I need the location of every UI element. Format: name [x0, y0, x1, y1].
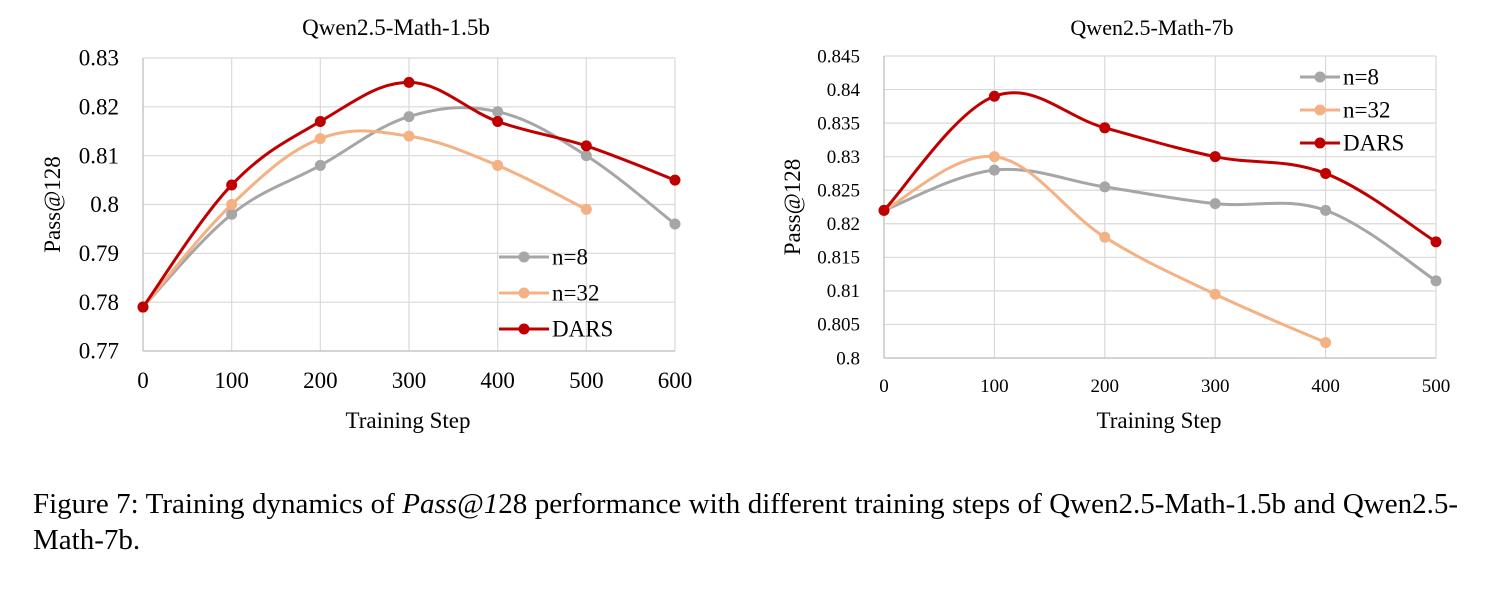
y-tick-label: 0.78 [79, 290, 119, 315]
data-point [492, 115, 504, 127]
legend-label: n=32 [552, 281, 599, 306]
y-tick-label: 0.845 [817, 46, 860, 67]
legend-swatch-marker [518, 251, 530, 263]
legend-label: n=8 [552, 245, 588, 270]
y-tick-label: 0.815 [817, 248, 860, 269]
legend-swatch-marker [518, 323, 530, 335]
x-tick-label: 100 [214, 368, 249, 393]
legend-swatch-marker [1314, 71, 1326, 83]
x-tick-label: 400 [1311, 376, 1340, 397]
y-tick-label: 0.83 [79, 46, 119, 71]
data-point [226, 199, 238, 210]
y-tick-label: 0.77 [79, 339, 119, 364]
legend-label: DARS [1343, 131, 1404, 156]
x-axis-label: Training Step [345, 408, 470, 433]
x-tick-label: 100 [980, 376, 1009, 397]
data-point [314, 115, 326, 127]
data-point [403, 111, 415, 123]
x-tick-label: 0 [879, 376, 889, 397]
chart-1: 0 100 200 300 400 500 600 0.77 0.78 0.79 0.8 0.81 0.… [40, 15, 692, 433]
data-point [403, 130, 415, 142]
y-tick-label: 0.82 [79, 94, 119, 119]
data-point [580, 203, 592, 215]
series-n=8 [878, 164, 1442, 287]
y-tick-label: 0.84 [827, 80, 861, 101]
data-point [314, 159, 326, 171]
y-axis-label: Pass@128 [780, 159, 805, 256]
data-point [580, 150, 592, 162]
series-DARS [878, 90, 1442, 248]
y-tick-label: 0.81 [827, 281, 860, 302]
data-point [1320, 337, 1332, 349]
data-point [988, 90, 1000, 102]
data-point [226, 208, 238, 220]
figure-caption: Figure 7: Training dynamics of Pass@128 … [33, 486, 1458, 558]
x-tick-label: 400 [480, 368, 515, 393]
data-point [878, 204, 890, 216]
y-tick-label: 0.8 [90, 192, 119, 217]
x-tick-label: 300 [1201, 376, 1230, 397]
y-tick-label: 0.83 [827, 147, 860, 168]
legend-label: n=32 [1343, 98, 1390, 123]
data-point [1209, 288, 1221, 300]
data-point [1320, 167, 1332, 179]
x-tick-label: 500 [569, 368, 604, 393]
x-tick-label: 200 [303, 368, 338, 393]
x-tick-label: 500 [1422, 376, 1451, 397]
figure-charts: 0 100 200 300 400 500 600 0.77 0.78 0.79 0.8 0.81 0.… [40, 15, 1450, 433]
y-tick-label: 0.81 [79, 143, 119, 168]
data-point [988, 164, 1000, 176]
legend-label: DARS [552, 317, 613, 342]
x-tick-label: 0 [137, 368, 149, 393]
y-axis-label: Pass@128 [40, 156, 65, 253]
legend-swatch-marker [518, 287, 530, 299]
y-tick-label: 0.8 [836, 348, 860, 369]
series-line [883, 167, 1437, 283]
data-point [492, 159, 504, 171]
legend-label: n=8 [1343, 65, 1379, 90]
y-tick-label: 0.835 [817, 113, 860, 134]
data-point [1099, 122, 1111, 134]
data-point [1209, 198, 1221, 210]
data-point [1430, 275, 1442, 287]
series-n=32 [137, 129, 592, 313]
legend-swatch-marker [1314, 104, 1326, 116]
series-line [882, 91, 1437, 244]
y-tick-label: 0.825 [817, 180, 860, 201]
data-point [1209, 151, 1221, 163]
caption-italic-metric: Pass@1 [402, 488, 499, 520]
x-tick-label: 200 [1091, 376, 1120, 397]
data-point [580, 140, 592, 152]
chart-2: 0 100 200 300 400 500 0.8 0.805 0.81 0.815 0.82 0.8… [780, 15, 1450, 433]
caption-text-start: Figure 7: Training dynamics of [33, 488, 403, 520]
x-tick-label: 600 [658, 368, 693, 393]
data-point [226, 179, 238, 191]
x-axis-label: Training Step [1096, 408, 1221, 433]
data-point [492, 106, 504, 118]
data-point [988, 151, 1000, 163]
data-point [1099, 231, 1111, 243]
y-tick-label: 0.82 [827, 214, 860, 235]
data-point [137, 301, 149, 313]
data-point [403, 76, 415, 88]
data-point [1099, 181, 1111, 193]
caption-text-end: 28 performance with different training s… [33, 488, 1459, 556]
y-tick-label: 0.805 [817, 315, 860, 336]
data-point [669, 218, 681, 230]
x-tick-label: 300 [392, 368, 427, 393]
chart-title: Qwen2.5-Math-1.5b [302, 15, 490, 40]
y-tick-label: 0.79 [79, 241, 119, 266]
series-n=32 [878, 151, 1332, 349]
data-point [314, 133, 326, 145]
data-point [1430, 236, 1442, 248]
chart-title: Qwen2.5-Math-7b [1070, 15, 1233, 40]
data-point [1320, 204, 1332, 216]
data-point [669, 174, 681, 186]
series-DARS [137, 76, 681, 313]
legend-swatch-marker [1314, 137, 1326, 149]
series-line [141, 129, 587, 309]
